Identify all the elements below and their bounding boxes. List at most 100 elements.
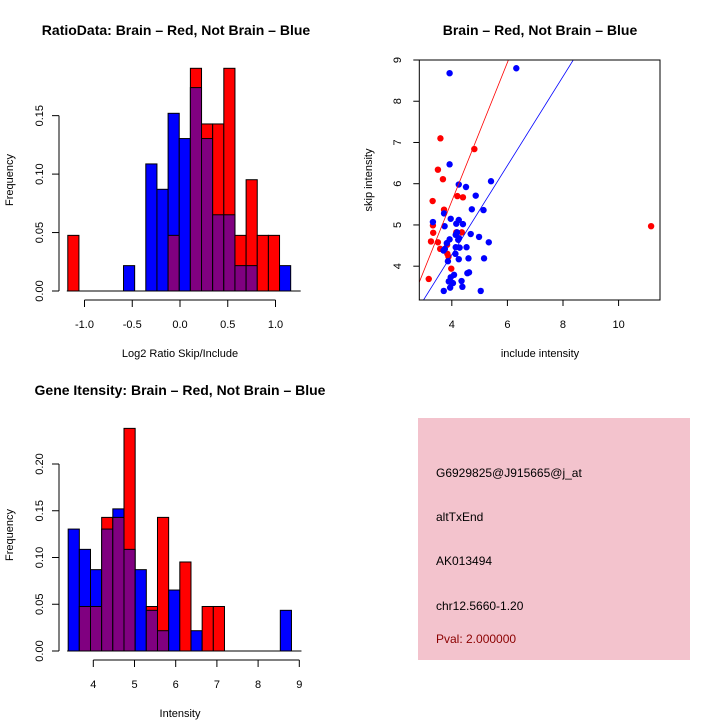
point-not-brain [465,269,473,276]
x-tick-label: 4 [90,679,96,691]
point-brain [425,275,432,283]
point-not-brain [459,220,467,228]
x-tick-label: 8 [255,679,261,691]
probe-id: G6929825@J915665@j_at [436,466,582,480]
y-tick-label: 9 [392,57,404,63]
bar-not-brain [279,265,292,292]
x-tick-label: 6 [504,319,510,331]
bar-not-brain [123,265,136,292]
x-tick-label: 8 [560,319,566,331]
point-not-brain [462,183,470,191]
point-brain [429,229,437,236]
point-brain [459,194,467,201]
point-not-brain [475,233,483,241]
y-tick-label: 0.20 [34,453,46,474]
point-not-brain [449,279,457,287]
accession: AK013494 [436,554,492,568]
point-brain [454,192,461,200]
bar-not-brain [145,163,158,292]
ratio-histogram: RatioData: Brain – Red, Not Brain – Blue… [4,22,310,360]
bar-overlap [156,630,170,652]
bar-brain [212,605,225,652]
x-tick-label: 0.0 [172,319,187,331]
x-tick-label: 1.0 [268,319,283,331]
point-not-brain [477,287,484,295]
pval: Pval: 2.000000 [436,632,516,646]
intensity-histogram-xlabel: Intensity [160,708,201,720]
y-tick-label: 0.05 [34,594,46,615]
y-tick-label: 0.05 [34,222,46,243]
point-not-brain [455,216,462,224]
x-tick-label: 9 [296,679,302,691]
bar-not-brain [168,589,181,652]
point-brain [429,197,436,205]
bar-overlap [167,234,180,292]
x-tick-label: 6 [173,679,179,691]
info-panel: G6929825@J915665@j_at altTxEnd AK013494 … [418,418,690,660]
y-tick-label: 8 [392,98,404,104]
event-type: altTxEnd [436,510,483,524]
bar-not-brain [279,609,292,652]
intensity-histogram-ylabel: Frequency [4,509,16,561]
ratio-histogram-xlabel: Log2 Ratio Skip/Include [122,348,238,360]
bar-overlap [212,214,225,292]
point-brain [471,145,478,153]
point-not-brain [455,255,462,263]
bar-brain [179,561,192,652]
point-not-brain [441,222,448,230]
bar-not-brain [190,630,203,652]
point-not-brain [485,239,492,246]
fit-line-not-brain [423,60,574,300]
ratio-histogram-title: RatioData: Brain – Red, Not Brain – Blue [42,22,311,38]
point-not-brain [480,206,487,214]
y-tick-label: 0.10 [34,163,46,184]
point-not-brain [446,161,453,168]
point-not-brain [452,250,459,258]
point-brain [458,229,466,236]
point-not-brain [487,178,495,185]
bar-overlap [145,609,158,652]
fit-line-brain [419,60,509,283]
bar-overlap [245,265,258,292]
point-not-brain [480,255,488,262]
x-tick-label: -1.0 [75,319,94,331]
y-tick-label: 7 [392,139,404,145]
point-not-brain [458,277,465,285]
x-tick-label: -0.5 [123,319,142,331]
intensity-histogram: Gene Itensity: Brain – Red, Not Brain – … [4,382,326,720]
point-not-brain [440,210,448,217]
point-not-brain [440,287,447,295]
point-not-brain [446,69,453,77]
point-not-brain [472,192,479,199]
bar-overlap [201,138,214,292]
bar-overlap [234,265,247,292]
bar-brain [67,234,80,292]
point-not-brain [463,244,470,251]
bar-overlap [89,605,103,652]
point-not-brain [429,218,437,226]
plot-frame [418,59,661,301]
point-not-brain [453,229,461,236]
point-not-brain [459,283,466,291]
bar-brain [201,605,214,652]
point-not-brain [447,215,454,222]
point-not-brain [441,245,449,253]
bar-overlap [123,548,136,652]
y-tick-label: 0.10 [34,547,46,568]
intensity-histogram-title: Gene Itensity: Brain – Red, Not Brain – … [35,382,326,398]
bar-overlap [223,214,236,292]
location: chr12.5660-1.20 [436,599,524,613]
scatter-xlabel: include intensity [501,348,580,360]
point-not-brain [467,230,474,238]
bar-not-brain [67,528,80,652]
y-tick-label: 0.00 [34,640,46,661]
point-not-brain [455,236,462,243]
point-brain [439,175,447,183]
point-brain [427,238,435,245]
point-brain [434,166,442,173]
x-tick-label: 7 [214,679,220,691]
y-tick-label: 0.00 [34,280,46,301]
bar-brain [267,234,281,292]
x-tick-label: 10 [612,319,624,331]
